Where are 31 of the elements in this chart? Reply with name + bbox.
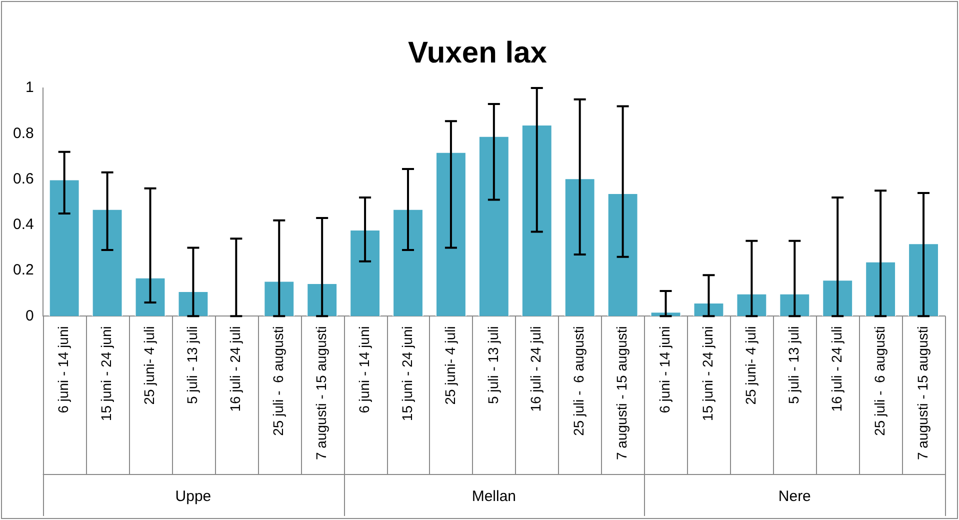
x-tick-label: 25 juni- 4 juli xyxy=(442,326,458,405)
x-tick-label: 5 juli - 13 juli xyxy=(184,326,200,404)
x-tick-label: 25 juni- 4 juli xyxy=(141,326,158,405)
y-tick-label: 1 xyxy=(26,79,34,96)
y-tick-label: 0.6 xyxy=(12,170,34,188)
x-tick-label: 15 juni - 24 juni xyxy=(700,326,716,422)
x-tick-label: 15 juni - 24 juni xyxy=(398,326,415,422)
chart-title: Vuxen lax xyxy=(408,36,548,70)
y-tick-label: 0 xyxy=(26,307,34,324)
text: Uppe xyxy=(175,488,212,506)
x-tick-label: 25 juli - 6 augusti xyxy=(570,326,587,436)
y-tick-label: 0.4 xyxy=(12,216,34,234)
x-tick-label: 16 juli - 24 juli xyxy=(227,326,244,412)
text: Mellan xyxy=(472,488,516,506)
x-tick-label: 6 juni - 14 juni xyxy=(356,326,372,414)
y-tick-label: 0.8 xyxy=(12,124,34,142)
x-tick-label: 7 augusti - 15 augusti xyxy=(614,326,630,460)
x-tick-label: 5 juli - 13 juli xyxy=(484,326,501,404)
x-tick-label: 15 juni - 24 juni xyxy=(98,326,114,422)
x-tick-label: 5 juli - 13 juli xyxy=(786,326,802,404)
x-tick-label: 16 juli - 24 juli xyxy=(528,326,544,412)
x-tick-label: 6 juni - 14 juni xyxy=(55,326,72,414)
x-tick-label: 16 juli - 24 juli xyxy=(828,326,844,412)
x-tick-label: 25 juli - 6 augusti xyxy=(270,326,286,436)
x-tick-label: 6 juni - 14 juni xyxy=(656,326,673,414)
x-tick-label: 7 augusti - 15 augusti xyxy=(914,326,930,460)
y-tick-label: 0.2 xyxy=(12,262,34,279)
x-tick-label: 25 juni- 4 juli xyxy=(742,326,759,405)
text: Nere xyxy=(778,488,811,506)
x-tick-label: 7 augusti - 15 augusti xyxy=(312,326,329,460)
x-tick-label: 25 juli - 6 augusti xyxy=(871,326,888,436)
